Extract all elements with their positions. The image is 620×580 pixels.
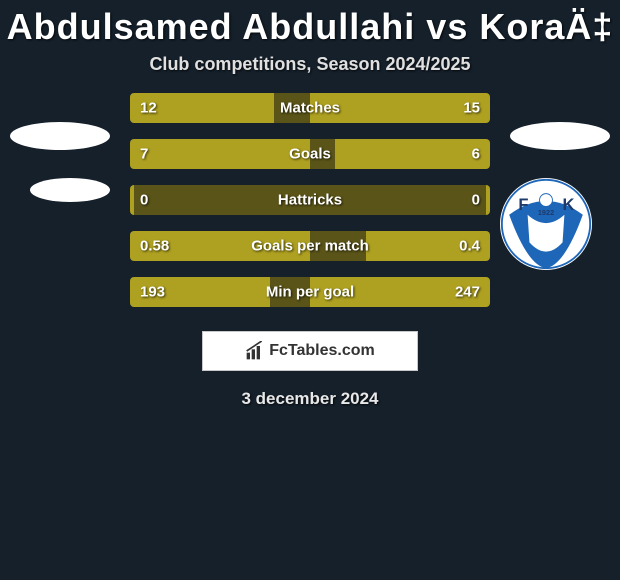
club-badge-right: F K 1922 bbox=[500, 178, 592, 270]
stat-row: Min per goal 193 247 bbox=[130, 277, 490, 307]
stat-value-left: 0 bbox=[140, 192, 148, 209]
stat-row: Goals per match 0.58 0.4 bbox=[130, 231, 490, 261]
stat-row: Hattricks 0 0 bbox=[130, 185, 490, 215]
stat-value-right: 15 bbox=[463, 100, 480, 117]
comparison-bars: Matches 12 15 Goals 7 6 Hattricks 0 0 Goals per m… bbox=[130, 93, 490, 307]
stat-value-left: 193 bbox=[140, 284, 165, 301]
comparison-title: Abdulsamed Abdullahi vs KoraÄ‡ bbox=[0, 0, 620, 54]
stat-value-left: 12 bbox=[140, 100, 157, 117]
stat-label: Min per goal bbox=[266, 284, 354, 301]
stat-bar-right-active bbox=[486, 185, 490, 215]
bar-chart-icon bbox=[245, 341, 265, 361]
stat-label: Hattricks bbox=[278, 192, 342, 209]
stat-row: Matches 12 15 bbox=[130, 93, 490, 123]
stat-value-left: 0.58 bbox=[140, 238, 169, 255]
stat-row: Goals 7 6 bbox=[130, 139, 490, 169]
footer-brand-box[interactable]: FcTables.com bbox=[202, 331, 418, 371]
club-badge-right-svg: F K 1922 bbox=[500, 178, 592, 270]
stat-bar-left-active bbox=[130, 139, 310, 169]
stat-bar-right-active bbox=[335, 139, 490, 169]
comparison-subtitle: Club competitions, Season 2024/2025 bbox=[0, 54, 620, 93]
footer-brand-text: FcTables.com bbox=[269, 342, 375, 360]
footer-date: 3 december 2024 bbox=[0, 389, 620, 409]
svg-text:1922: 1922 bbox=[538, 208, 554, 217]
player-left-avatar-blob-2 bbox=[30, 178, 110, 202]
stat-value-right: 6 bbox=[472, 146, 480, 163]
stat-label: Matches bbox=[280, 100, 340, 117]
stat-value-right: 0.4 bbox=[459, 238, 480, 255]
stat-label: Goals per match bbox=[251, 238, 369, 255]
player-right-avatar-blob bbox=[510, 122, 610, 150]
stat-value-right: 247 bbox=[455, 284, 480, 301]
stat-label: Goals bbox=[289, 146, 331, 163]
svg-text:K: K bbox=[563, 195, 575, 214]
stat-value-right: 0 bbox=[472, 192, 480, 209]
svg-text:F: F bbox=[518, 195, 528, 214]
player-left-avatar-blob-1 bbox=[10, 122, 110, 150]
stat-value-left: 7 bbox=[140, 146, 148, 163]
